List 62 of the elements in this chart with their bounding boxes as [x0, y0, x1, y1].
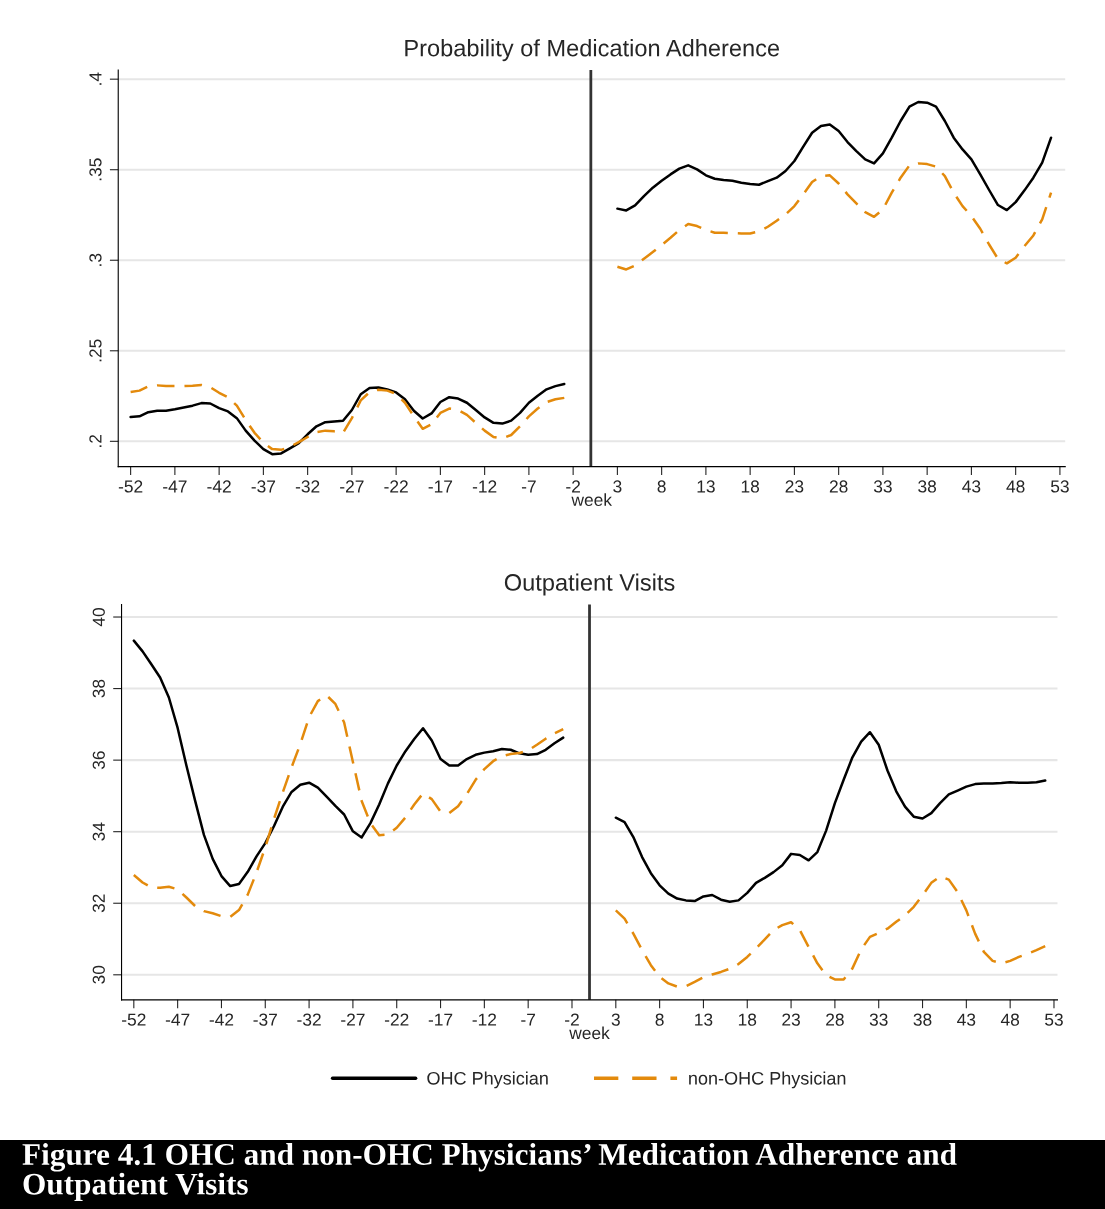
x-tick-label: -2 [565, 1013, 579, 1026]
x-tick-label: 8 [657, 480, 666, 493]
x-tick-label: -12 [472, 480, 497, 493]
x-tick-label: -17 [428, 1013, 453, 1026]
legend-label: non-OHC Physician [689, 1071, 846, 1089]
chart-title: Probability of Medication Adherence [405, 39, 780, 62]
x-tick-label: -52 [118, 480, 143, 493]
x-tick-label: -7 [521, 1013, 536, 1026]
x-tick-label: -47 [165, 1013, 190, 1026]
y-tick-label: 30 [92, 965, 105, 984]
x-tick-label: -32 [295, 480, 320, 493]
x-tick-label: -2 [566, 480, 580, 493]
x-tick-label: -22 [384, 1013, 409, 1026]
x-tick-label: -22 [384, 480, 408, 493]
x-tick-label: 28 [826, 1013, 844, 1026]
x-tick-label: -7 [521, 480, 536, 493]
y-tick-label: .25 [89, 339, 102, 362]
y-tick-label: 38 [92, 679, 105, 698]
x-tick-label: 33 [869, 1013, 888, 1026]
x-tick-label: 23 [785, 480, 804, 493]
y-tick-label: .3 [89, 253, 102, 266]
x-tick-label: 13 [697, 480, 715, 493]
x-tick-label: 3 [611, 1013, 620, 1026]
y-tick-label: 32 [92, 894, 105, 913]
x-tick-label: 53 [1050, 480, 1069, 493]
y-tick-label: 34 [92, 822, 105, 841]
x-tick-label: -42 [207, 480, 231, 493]
x-tick-label: 43 [957, 1013, 976, 1026]
x-tick-label: -52 [122, 1013, 146, 1026]
chart-title: Outpatient Visits [504, 573, 675, 596]
x-tick-label: 13 [695, 1013, 713, 1026]
x-axis-title: week [571, 493, 613, 507]
x-tick-label: 38 [913, 1013, 932, 1026]
x-tick-label: 33 [873, 480, 892, 493]
y-tick-label: .4 [89, 72, 102, 85]
y-tick-label: .2 [89, 434, 102, 447]
x-tick-label: -37 [253, 1013, 277, 1026]
x-tick-label: -37 [251, 480, 276, 493]
x-tick-label: -47 [163, 480, 187, 493]
y-tick-label: .35 [89, 158, 102, 181]
x-tick-label: 3 [613, 480, 622, 493]
x-tick-label: -17 [428, 480, 453, 493]
legend-label: OHC Physician [427, 1071, 548, 1089]
x-tick-label: 43 [962, 480, 981, 493]
x-tick-label: 53 [1045, 1013, 1063, 1026]
x-tick-label: 8 [655, 1013, 664, 1026]
x-tick-label: 38 [918, 480, 937, 493]
x-tick-label: -27 [340, 480, 364, 493]
x-tick-label: 28 [829, 480, 848, 493]
x-tick-label: -12 [472, 1013, 497, 1026]
x-tick-label: -27 [341, 1013, 365, 1026]
x-tick-label: 48 [1006, 480, 1025, 493]
x-tick-label: -32 [297, 1013, 321, 1026]
y-tick-label: 40 [92, 608, 105, 627]
x-tick-label: -42 [209, 1013, 234, 1026]
x-tick-label: 48 [1000, 1013, 1020, 1026]
x-axis-title: week [569, 1026, 610, 1040]
x-tick-label: 18 [741, 480, 760, 493]
y-tick-label: 36 [92, 751, 105, 770]
caption: Figure 4.1 OHC and non-OHC Physicians’ Medication Adherence and Outpatient Visits [22, 1143, 957, 1202]
x-tick-label: 23 [782, 1013, 800, 1026]
x-tick-label: 18 [738, 1013, 757, 1026]
